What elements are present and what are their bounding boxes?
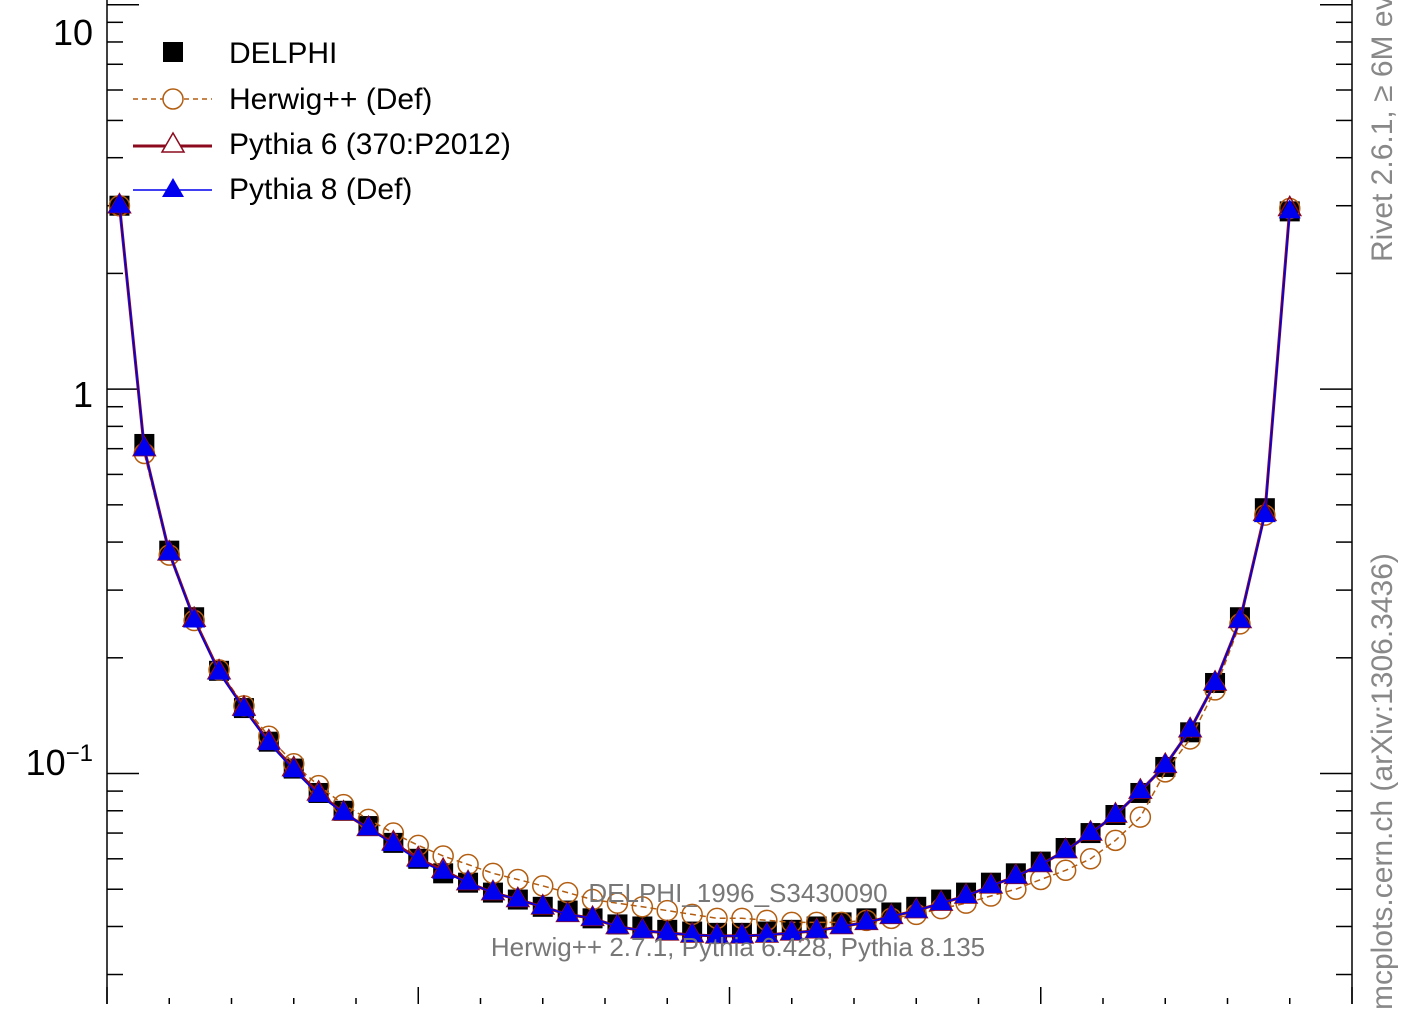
series-3-point [706,923,729,943]
series-1-point [1054,859,1077,882]
series-1-point [1104,829,1127,852]
series-3-point [158,540,181,560]
series-3-point [457,870,480,890]
generator-versions-label: Herwig++ 2.7.1, Pythia 6.428, Pythia 8.1… [491,932,985,962]
series-1-point [1030,868,1052,891]
series-3-point [1228,608,1251,628]
series-3-point [382,832,405,852]
series-3-point [1029,852,1052,872]
series-3-point [606,914,629,934]
series-3-point [208,660,231,680]
series-3-point [183,608,206,628]
series-3-line [118,205,1291,937]
mcplots-credit-label: mcplots.cern.ch (arXiv:1306.3436) [1366,553,1399,1010]
y-tick-labels: 10 1 10−1 [26,12,93,783]
legend-label-herwig: Herwig++ (Def) [229,83,432,116]
series-3-point [930,891,953,911]
series-3-point [855,910,878,930]
legend-marker-delphi [163,42,183,62]
legend-marker-herwig [162,88,184,110]
series-3-point [755,923,778,943]
series-3-point [481,880,504,900]
series-3-point [1004,864,1027,884]
y-tick-label-1: 1 [73,374,93,415]
series-1-point [532,875,554,897]
series-3-point [656,920,679,940]
plot-frame [106,0,1353,1004]
series-1-point [1079,848,1102,870]
series-3-point [407,848,430,868]
series-3-point [133,436,156,456]
series-3-point [631,918,654,938]
legend-label-delphi: DELPHI [229,37,337,70]
legend-entry-herwig: Herwig++ (Def) [133,83,432,116]
series-2-line [118,205,1292,938]
series-1-point [631,896,654,918]
series-1-point [1129,806,1152,828]
series-3-point [905,898,928,918]
series-3-point [332,800,355,820]
series-3-point [1179,717,1202,737]
y-tick-label-0.1: 10−1 [26,740,93,783]
series-3-point [307,782,330,802]
series-3-point [1278,199,1301,219]
series-3-point [1104,802,1127,822]
analysis-id-label: DELPHI_1996_S3430090 [588,878,887,908]
series-3-point [1079,821,1102,841]
series-1-line [118,205,1291,924]
series-3-point [880,904,903,924]
rivet-version-label: Rivet 2.6.1, ≥ 6M events [1366,0,1399,262]
series-3-point [805,918,828,938]
series-3-point [282,758,305,778]
legend-label-pythia8: Pythia 8 (Def) [229,173,412,206]
series-3-point [1129,779,1152,799]
series-3-point [257,731,280,751]
series-3-point [830,914,853,934]
series-3-point [1204,670,1227,690]
legend-marker-pythia6 [160,131,186,153]
legend-entry-delphi: DELPHI [163,37,337,70]
series-3-point [1253,503,1276,523]
legend-entry-pythia8: Pythia 8 (Def) [133,173,412,206]
legend-entry-pythia6: Pythia 6 (370:P2012) [133,128,511,161]
series-3-point [232,697,255,717]
y-tick-label-10: 10 [53,12,93,53]
series-3-point [506,887,529,907]
series-3-point [1154,753,1177,773]
series-3-point [432,859,455,879]
series-3-point [531,894,554,914]
series-3-point [780,920,803,940]
series-3-point [955,884,978,904]
series-3-point [681,923,704,943]
series-3-point [581,906,604,926]
series-3-point [730,923,753,943]
y-tick-exponent: −1 [66,740,93,767]
series-layer [107,192,1303,944]
series-3-point [357,816,380,836]
y-tick-mantissa: 10 [26,742,66,783]
legend-label-pythia6: Pythia 6 (370:P2012) [229,128,511,161]
series-3-point [108,193,131,213]
legend: DELPHI Herwig++ (Def) Pythia 6 (370:P201… [133,37,511,206]
series-3-point [979,873,1002,893]
legend-marker-pythia8 [162,178,184,197]
series-3-point [1054,838,1077,858]
series-3-point [556,902,579,922]
